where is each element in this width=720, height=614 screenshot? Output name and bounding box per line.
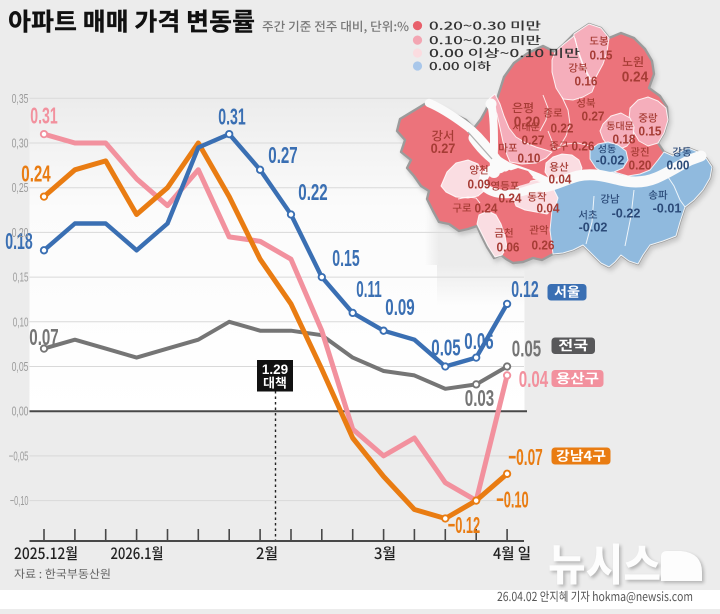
svg-text:−0.07: −0.07 [508, 444, 543, 470]
svg-text:0.31: 0.31 [30, 103, 57, 129]
svg-text:-0.22: -0.22 [612, 206, 641, 221]
svg-text:0.15: 0.15 [590, 48, 613, 63]
svg-text:0,10: 0,10 [13, 314, 29, 329]
svg-text:0,00: 0,00 [12, 404, 29, 419]
svg-text:1.29: 1.29 [262, 362, 288, 377]
svg-text:0,20: 0,20 [12, 225, 29, 240]
svg-text:0.10: 0.10 [518, 151, 541, 166]
svg-text:0.27: 0.27 [582, 109, 605, 124]
svg-text:0.20: 0.20 [514, 113, 541, 130]
svg-text:0.24: 0.24 [475, 201, 499, 216]
svg-text:0.27: 0.27 [522, 133, 545, 148]
svg-text:−0.12: −0.12 [448, 512, 481, 538]
svg-text:0.04: 0.04 [549, 172, 573, 187]
svg-text:-0.01: -0.01 [653, 201, 682, 216]
svg-text:0.04: 0.04 [519, 366, 548, 392]
svg-text:-0.02: -0.02 [579, 220, 608, 235]
svg-text:0.07: 0.07 [29, 324, 58, 350]
svg-text:0.20: 0.20 [629, 158, 652, 173]
svg-text:0.05: 0.05 [512, 336, 541, 362]
svg-text:0.04: 0.04 [537, 201, 561, 216]
svg-text:0.22: 0.22 [298, 179, 327, 205]
svg-text:0.15: 0.15 [332, 245, 359, 271]
svg-text:0.05: 0.05 [431, 335, 460, 361]
svg-text:0.18: 0.18 [5, 228, 32, 254]
svg-text:0.09: 0.09 [385, 294, 414, 320]
svg-text:0.18: 0.18 [613, 132, 636, 147]
svg-text:0,15: 0,15 [13, 270, 29, 285]
svg-text:0.24: 0.24 [499, 191, 523, 206]
svg-text:0.12: 0.12 [511, 276, 538, 302]
svg-text:0.16: 0.16 [575, 74, 598, 89]
svg-text:0,25: 0,25 [12, 180, 29, 195]
svg-text:0.03: 0.03 [465, 385, 494, 411]
svg-text:0.24: 0.24 [622, 68, 649, 85]
svg-text:0.27: 0.27 [431, 140, 456, 156]
svg-text:−0,05: −0,05 [9, 448, 29, 463]
svg-text:−0,10: −0,10 [10, 493, 29, 508]
svg-text:0,30: 0,30 [12, 136, 29, 151]
svg-text:0,35: 0,35 [12, 91, 29, 106]
svg-text:-0.02: -0.02 [596, 153, 625, 168]
svg-text:0.24: 0.24 [21, 161, 50, 187]
svg-text:0.00: 0.00 [667, 158, 690, 173]
svg-text:0.06: 0.06 [497, 240, 520, 255]
svg-text:0.22: 0.22 [551, 121, 574, 136]
svg-text:0.11: 0.11 [356, 276, 381, 302]
svg-text:−0.10: −0.10 [496, 487, 529, 513]
svg-text:0,05: 0,05 [12, 359, 29, 374]
svg-text:0.26: 0.26 [532, 238, 555, 253]
svg-text:0.09: 0.09 [468, 177, 491, 192]
svg-text:0.15: 0.15 [639, 124, 662, 139]
svg-text:0.31: 0.31 [218, 104, 245, 130]
svg-text:0.26: 0.26 [572, 139, 595, 154]
svg-text:0.06: 0.06 [464, 328, 493, 354]
svg-text:0.27: 0.27 [268, 142, 297, 168]
